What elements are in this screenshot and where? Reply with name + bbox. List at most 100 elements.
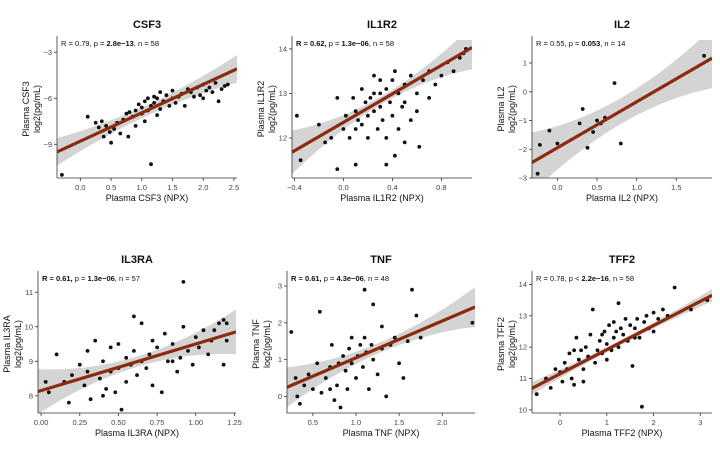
data-point — [595, 348, 600, 353]
data-point — [427, 96, 431, 100]
data-point — [170, 88, 175, 93]
data-point — [361, 365, 365, 369]
x-tick-label: 2.0 — [198, 183, 208, 192]
data-point — [421, 78, 425, 82]
data-point — [317, 122, 321, 127]
panel-il3ra: IL3RA 0.00 0.25 0.50 0.75 1.00 1.25 11 10 9 8 Plasm… — [2, 254, 242, 438]
data-point — [614, 329, 619, 334]
data-point — [590, 307, 595, 312]
x-tick-label: −0.4 — [287, 183, 302, 192]
data-point — [132, 314, 136, 319]
data-point — [567, 351, 572, 356]
data-point — [221, 318, 226, 322]
data-point — [222, 84, 227, 88]
y-tick-label: 11 — [25, 288, 33, 297]
data-point — [378, 91, 383, 96]
data-point — [644, 313, 649, 318]
x-tick-label: 1.00 — [188, 418, 203, 427]
y-tick-label: 9 — [29, 357, 33, 366]
data-point — [210, 90, 215, 94]
data-point — [392, 335, 397, 340]
y-tick-label: 13 — [279, 89, 287, 98]
data-point — [329, 343, 334, 347]
data-point — [623, 317, 628, 321]
regression-line — [287, 305, 475, 389]
data-point — [604, 342, 609, 346]
data-point — [118, 131, 123, 136]
data-point — [77, 362, 82, 367]
data-point — [388, 100, 392, 105]
y-tick-label: −3 — [43, 48, 52, 57]
y-axis-label: log2(pg/mL) — [267, 85, 277, 133]
data-point — [155, 345, 160, 350]
panel-il2: IL2 0.0 0.5 1.0 1.5 1 0 −1 −2 −3 Plasma IL2 (NPX) P… — [496, 19, 712, 203]
data-point — [600, 332, 604, 337]
data-point — [369, 343, 374, 347]
y-axis-label: log2(pg/mL) — [13, 320, 23, 368]
data-point — [323, 140, 327, 145]
data-point — [378, 78, 383, 82]
x-axis-label: Plasma CSF3 (NPX) — [106, 193, 189, 203]
y-tick-label: 2 — [278, 318, 282, 327]
data-point — [597, 339, 602, 343]
data-point — [293, 376, 298, 380]
y-axis-label: Plasma IL1R2 — [256, 81, 266, 138]
y-axis-label: log2(pg/mL) — [262, 320, 272, 368]
data-point — [96, 125, 101, 130]
x-tick-label: 0.0 — [75, 183, 85, 192]
data-point — [197, 345, 201, 350]
data-point — [112, 126, 116, 131]
data-point — [651, 310, 656, 315]
data-point — [224, 321, 229, 326]
data-point — [384, 136, 389, 140]
data-point — [579, 348, 583, 353]
data-point — [359, 122, 364, 127]
data-point — [335, 383, 339, 388]
data-point — [132, 349, 136, 353]
data-point — [101, 359, 105, 364]
y-axis-label: Plasma TFF2 — [496, 317, 506, 371]
data-point — [351, 96, 356, 100]
data-point — [418, 335, 423, 340]
data-point — [611, 335, 616, 340]
data-point — [651, 329, 656, 334]
x-tick-label: 2.0 — [437, 418, 447, 427]
data-point — [175, 369, 180, 374]
data-point — [136, 102, 141, 107]
data-point — [378, 104, 383, 109]
x-tick-label: 0.8 — [436, 183, 446, 192]
y-axis-label: log2(pg/mL) — [32, 85, 42, 133]
y-tick-label: 10 — [519, 405, 527, 414]
data-point — [635, 317, 640, 321]
x-tick-label: 0.5 — [106, 183, 116, 192]
data-point — [298, 401, 302, 406]
panel-il1r2: IL1R2 −0.4 0.0 0.4 0.8 14 13 12 Plasma IL1R2 (NP… — [256, 19, 472, 203]
x-tick-label: 1.5 — [394, 418, 404, 427]
data-point — [402, 100, 407, 105]
data-point — [353, 109, 358, 114]
x-tick-label: 1.0 — [351, 418, 361, 427]
y-tick-label: 0 — [523, 87, 527, 96]
data-point — [155, 96, 160, 101]
data-point — [104, 387, 108, 391]
data-point — [124, 111, 129, 116]
data-point — [162, 331, 167, 336]
data-point — [375, 372, 380, 377]
y-tick-label: 0 — [278, 392, 282, 401]
y-tick-label: 14 — [519, 280, 527, 289]
data-point — [402, 140, 407, 145]
y-tick-label: −3 — [518, 174, 527, 183]
data-point — [126, 134, 131, 139]
data-point — [319, 390, 324, 395]
y-tick-label: 1 — [523, 59, 527, 68]
data-point — [192, 94, 196, 99]
data-point — [150, 338, 155, 343]
data-point — [366, 136, 370, 140]
data-point — [439, 73, 444, 78]
data-point — [368, 96, 373, 100]
data-point — [415, 91, 419, 96]
y-axis-label: Plasma CSF3 — [21, 81, 31, 137]
panel-csf3: CSF3 0.0 0.5 1.0 1.5 2.0 2.5 −3 −6 −9 Plasma CSF3 … — [21, 19, 239, 203]
x-tick-label: 0.5 — [592, 183, 602, 192]
stat-annotation: R = 0.55, p = 0.053, n = 14 — [536, 39, 625, 48]
